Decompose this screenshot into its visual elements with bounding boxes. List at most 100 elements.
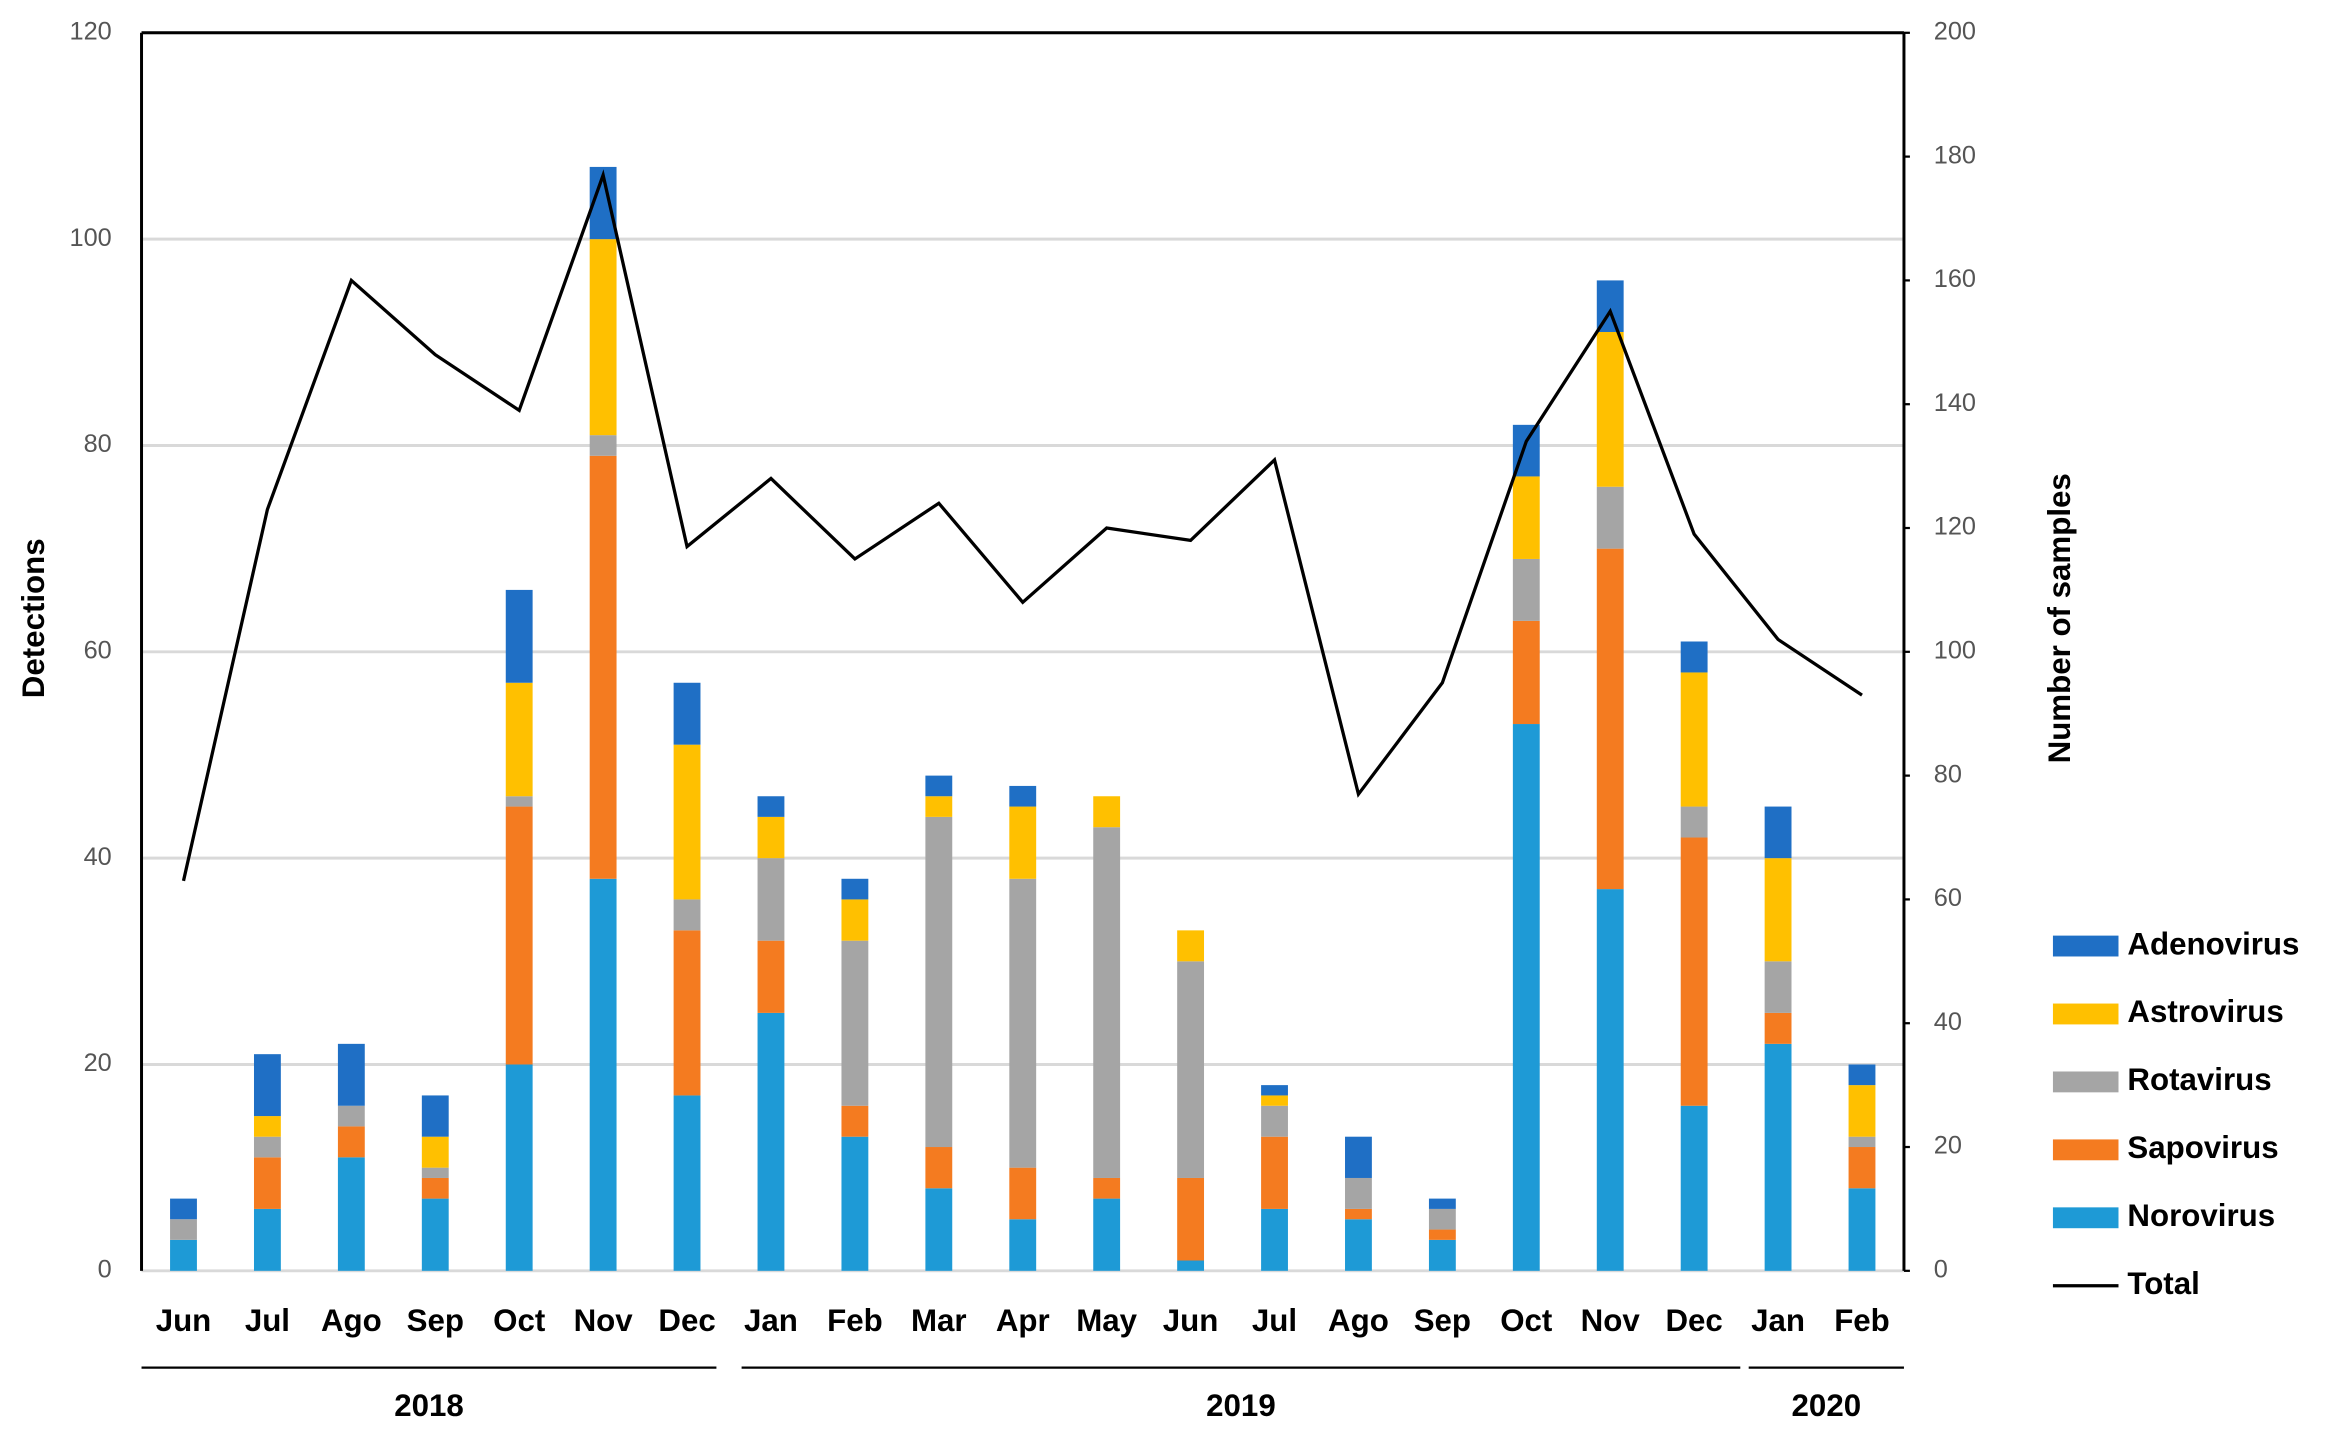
x-tick-label: Jun — [156, 1303, 212, 1338]
x-tick-label: Jul — [1252, 1303, 1297, 1338]
bar-segment — [1345, 1136, 1372, 1178]
y2-tick-label: 120 — [1934, 513, 1976, 541]
x-tick-label: Jan — [1751, 1303, 1805, 1338]
bar-segment — [1261, 1208, 1288, 1271]
bar-segment — [1428, 1208, 1456, 1230]
bar-segment — [1764, 1043, 1792, 1271]
bar-segment — [1512, 476, 1540, 559]
bar-segment — [925, 775, 953, 797]
bar-segment — [1680, 806, 1708, 838]
bar-segment — [1848, 1064, 1876, 1086]
bar-segment — [1680, 641, 1708, 673]
bar-segment — [757, 1012, 785, 1271]
legend-label: Rotavirus — [2127, 1062, 2271, 1097]
bar-segment — [673, 744, 701, 900]
bar-segment — [1009, 806, 1037, 879]
bar-segment — [505, 682, 533, 797]
x-tick-label: Mar — [911, 1303, 967, 1338]
bar-segment — [505, 806, 533, 1065]
y2-tick-label: 200 — [1934, 17, 1976, 45]
legend-label: Total — [2127, 1266, 2199, 1301]
x-tick-label: May — [1076, 1303, 1137, 1338]
y2-axis-title: Number of samples — [2042, 473, 2077, 763]
bar-segment — [1848, 1085, 1876, 1137]
bar-segment — [1261, 1105, 1288, 1137]
bar-segment — [1680, 672, 1708, 807]
legend-swatch — [2052, 1071, 2119, 1093]
x-tick-label: Feb — [1834, 1303, 1890, 1338]
bar-segment — [337, 1105, 365, 1127]
bar-segment — [1009, 1167, 1037, 1220]
bar-segment — [757, 796, 785, 817]
bar-segment — [757, 940, 785, 1013]
y-axis-title: Detections — [16, 538, 51, 698]
bar-segment — [1596, 548, 1624, 890]
y2-tick-label: 60 — [1934, 884, 1962, 912]
bar-segment — [1848, 1147, 1876, 1189]
bar-segment — [1093, 1198, 1121, 1271]
bar-segment — [1428, 1198, 1456, 1209]
bar-segment — [673, 930, 701, 1096]
y2-tick-label: 100 — [1934, 636, 1976, 664]
bar-segment — [1596, 331, 1624, 487]
total-line — [181, 169, 1863, 882]
y-tick-label: 80 — [84, 430, 112, 458]
bar-segment — [1345, 1177, 1372, 1209]
bar-segment — [1848, 1136, 1876, 1148]
bar-segment — [1764, 806, 1792, 859]
bar-segment — [1261, 1136, 1288, 1209]
x-group-label: 2019 — [1206, 1388, 1276, 1423]
y-tick-label: 60 — [84, 636, 112, 664]
x-tick-label: Oct — [1500, 1303, 1553, 1338]
x-tick-label: Jul — [245, 1303, 290, 1338]
bar-segment — [1680, 837, 1708, 1106]
bar-segment — [1345, 1219, 1372, 1271]
y2-tick-label: 80 — [1934, 760, 1962, 788]
bar-segment — [170, 1219, 197, 1240]
bar-segment — [841, 940, 869, 1106]
bar-segment — [1512, 558, 1540, 621]
bar-segment — [1764, 961, 1792, 1013]
bar-segment — [673, 899, 701, 931]
bar-segment — [589, 435, 617, 456]
bar-segment — [421, 1177, 449, 1199]
bar-segment — [1345, 1208, 1372, 1220]
x-tick-label: Dec — [658, 1303, 715, 1338]
bar-segment — [925, 1188, 953, 1271]
bar-segment — [505, 589, 533, 683]
bar-segment — [505, 796, 533, 807]
y2-tick-label: 0 — [1934, 1256, 1948, 1284]
legend-swatch — [2052, 1139, 2119, 1161]
y-tick-label: 40 — [84, 843, 112, 871]
bar-segment — [170, 1239, 197, 1271]
x-tick-label: Ago — [321, 1303, 382, 1338]
x-tick-label: Sep — [1414, 1303, 1471, 1338]
bar-segment — [253, 1136, 281, 1158]
bar-segment — [925, 816, 953, 1148]
legend-label: Astrovirus — [2127, 994, 2283, 1029]
x-tick-label: Jun — [1163, 1303, 1219, 1338]
legend-swatch — [2052, 935, 2119, 957]
bar-segment — [841, 878, 869, 900]
x-tick-label: Sep — [407, 1303, 464, 1338]
x-tick-label: Feb — [827, 1303, 883, 1338]
legend-swatch — [2052, 1207, 2119, 1229]
bar-segment — [253, 1157, 281, 1209]
bar-segment — [1009, 1219, 1037, 1271]
x-tick-label: Apr — [996, 1303, 1050, 1338]
bar-segment — [421, 1095, 449, 1137]
bar-segment — [589, 239, 617, 436]
bar-segment — [421, 1136, 449, 1168]
bar-segment — [170, 1198, 197, 1220]
bar-segment — [337, 1157, 365, 1271]
bar-segment — [841, 1105, 869, 1137]
bar-segment — [841, 899, 869, 941]
bar-segment — [757, 816, 785, 859]
bar-segment — [337, 1126, 365, 1158]
bar-segment — [589, 455, 617, 879]
y2-tick-label: 40 — [1934, 1008, 1962, 1036]
bar-segment — [841, 1136, 869, 1271]
y2-tick-label: 20 — [1934, 1132, 1962, 1160]
